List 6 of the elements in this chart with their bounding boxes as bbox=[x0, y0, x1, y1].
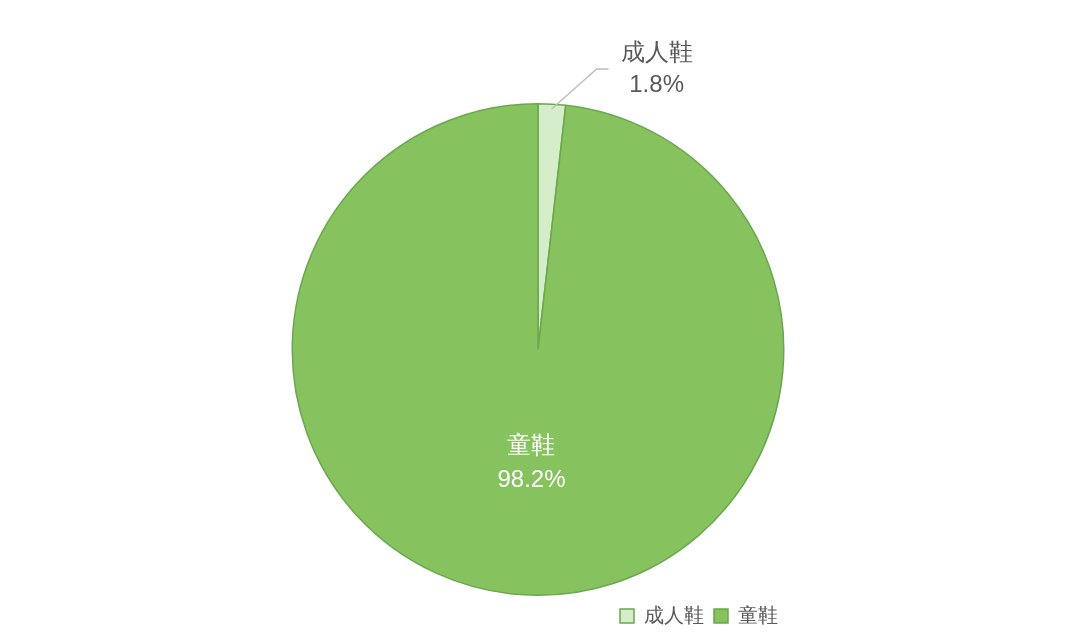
slice-label: 成人鞋 bbox=[620, 37, 693, 65]
slice-label: 童鞋 bbox=[507, 431, 556, 459]
data-label: 98.2% bbox=[497, 465, 566, 493]
legend-label: 童鞋 bbox=[738, 603, 778, 626]
data-label: 1.8% bbox=[629, 69, 684, 97]
legend-label: 成人鞋 bbox=[644, 603, 704, 626]
